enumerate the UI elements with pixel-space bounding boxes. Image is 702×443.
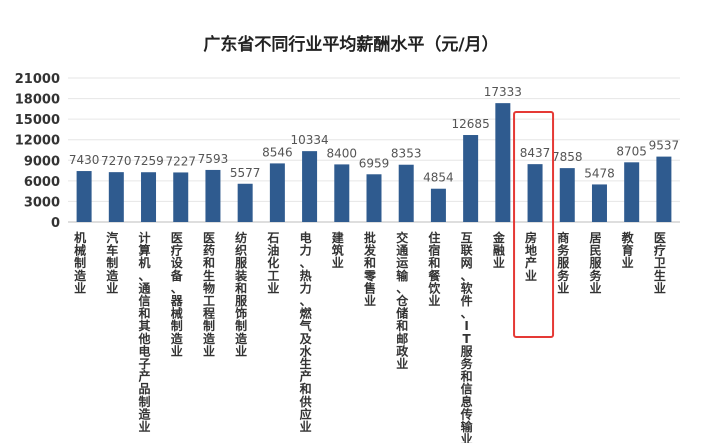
y-tick-label: 18000 [15, 93, 60, 108]
x-tick-label: 批发和零售业 [363, 230, 377, 308]
x-tick-label: 房地产业 [525, 230, 537, 283]
x-tick-label: 商务服务业 [557, 230, 570, 295]
bar [237, 183, 253, 222]
x-tick-label: 电力、热力、燃气及水生产和供应业 [299, 230, 313, 434]
bar [269, 163, 285, 222]
data-label: 8353 [391, 147, 422, 161]
data-label: 7227 [165, 154, 196, 168]
data-label: 12685 [452, 117, 490, 131]
y-tick-label: 15000 [15, 113, 60, 128]
y-tick-label: 12000 [15, 134, 60, 149]
bar [302, 151, 318, 222]
bar [173, 172, 189, 222]
bar [334, 164, 350, 222]
data-label: 17333 [484, 85, 522, 99]
bar [430, 188, 446, 222]
y-tick-label: 6000 [24, 175, 60, 190]
data-label: 7259 [133, 154, 164, 168]
x-tick-label: 交通运输、仓储和邮政业 [395, 230, 409, 371]
x-tick-label: 教育业 [621, 230, 635, 270]
data-label: 5478 [584, 166, 615, 180]
data-label: 8437 [520, 146, 551, 160]
x-tick-label: 汽车制造业 [106, 230, 119, 295]
x-tick-label: 计算机、通信和其他电子产品制造业 [138, 230, 152, 434]
data-label: 8546 [262, 145, 293, 159]
x-tick-label: 石油化工业 [266, 231, 279, 295]
data-label: 7270 [101, 154, 132, 168]
x-tick-label: 住宿和餐饮业 [427, 230, 441, 308]
x-tick-label: 金融业 [492, 230, 506, 270]
bars [76, 103, 672, 222]
bar [559, 168, 575, 222]
bar [656, 156, 672, 222]
bar [624, 162, 640, 222]
data-label: 10334 [290, 133, 328, 147]
x-tick-label: 建筑业 [331, 230, 345, 270]
y-tick-label: 0 [51, 216, 60, 231]
gridlines [68, 77, 680, 223]
data-label: 4854 [423, 171, 454, 185]
x-tick-label: 机械制造业 [74, 230, 87, 295]
x-axis: 机械制造业 汽车制造业 计算机、通信和其他电子产品制造业 医疗设备、器械制造业 医药和生… [74, 230, 666, 443]
highlight-box [513, 111, 555, 338]
data-label: 9537 [649, 139, 680, 153]
x-tick-label: 纺织服装和服饰制造业 [234, 230, 248, 358]
bar [495, 103, 511, 222]
chart-title: 广东省不同行业平均薪酬水平（元/月） [203, 35, 499, 55]
x-tick-label: 居民服务业 [589, 231, 602, 295]
data-label: 8705 [616, 144, 647, 158]
bar [205, 169, 221, 222]
bar [398, 164, 414, 222]
data-label: 7858 [552, 150, 583, 164]
data-label: 7593 [198, 152, 229, 166]
bar [591, 184, 607, 222]
data-label: 6959 [359, 156, 390, 170]
bar [108, 172, 124, 222]
y-tick-label: 21000 [15, 72, 60, 87]
data-label: 8400 [327, 146, 358, 160]
y-axis: 21000 18000 15000 12000 9000 6000 3000 0 [15, 72, 60, 231]
bar [141, 172, 157, 222]
bar [463, 135, 479, 222]
x-tick-label: 医疗设备、器械制造业 [170, 231, 184, 358]
y-tick-label: 9000 [24, 154, 60, 169]
x-tick-label: 医疗卫生业 [654, 231, 666, 295]
bar [366, 174, 382, 222]
x-tick-label: 医药和生物工程制造业 [202, 231, 216, 358]
x-tick-label: 互联网、软件、 I T 服务和信息传输业 [460, 231, 474, 443]
data-label: 7430 [69, 153, 100, 167]
data-labels: 7430 7270 7259 7227 759355778546103348400695… [69, 85, 679, 185]
data-label: 5577 [230, 166, 261, 180]
y-tick-label: 3000 [24, 195, 60, 210]
bar [76, 171, 92, 222]
bar [527, 164, 543, 222]
